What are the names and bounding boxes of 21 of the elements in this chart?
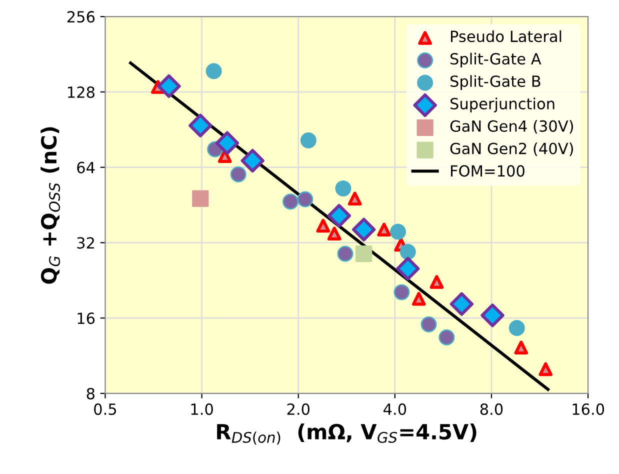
y-tick-label: 256	[67, 11, 95, 23]
legend-label: Superjunction	[450, 98, 554, 112]
y-tick-label: 64	[77, 162, 95, 174]
legend-label: Split-Gate B	[450, 75, 540, 90]
y-axis-title: Q$_{G}$ +Q$_{OSS}$ (nC)	[40, 127, 60, 284]
legend-label: FOM=100	[451, 165, 524, 177]
x-tick-label: 0.5	[94, 403, 116, 415]
y-tick-label: 8	[86, 388, 94, 400]
text: R$_{DS(on)}$ (mΩ, V$_{GS}$=4.5V)	[217, 423, 476, 445]
y-tick-label: 128	[68, 86, 94, 98]
x-tick-label: 8.0	[480, 403, 503, 415]
x-tick-label: 16.0	[572, 403, 604, 415]
legend-label: Split-Gate A	[450, 52, 542, 68]
legend-label: GaN Gen4 (30V)	[450, 120, 573, 134]
legend-label: Pseudo Lateral	[451, 30, 562, 42]
y-tick-label: 32	[77, 237, 94, 249]
x-tick-label: 1.0	[191, 403, 213, 415]
x-tick-label: 2.0	[287, 403, 310, 415]
legend-label: GaN Gen2 (40V)	[450, 142, 573, 156]
y-tick-label: 16	[78, 312, 95, 324]
x-tick-label: 4.0	[384, 403, 406, 415]
